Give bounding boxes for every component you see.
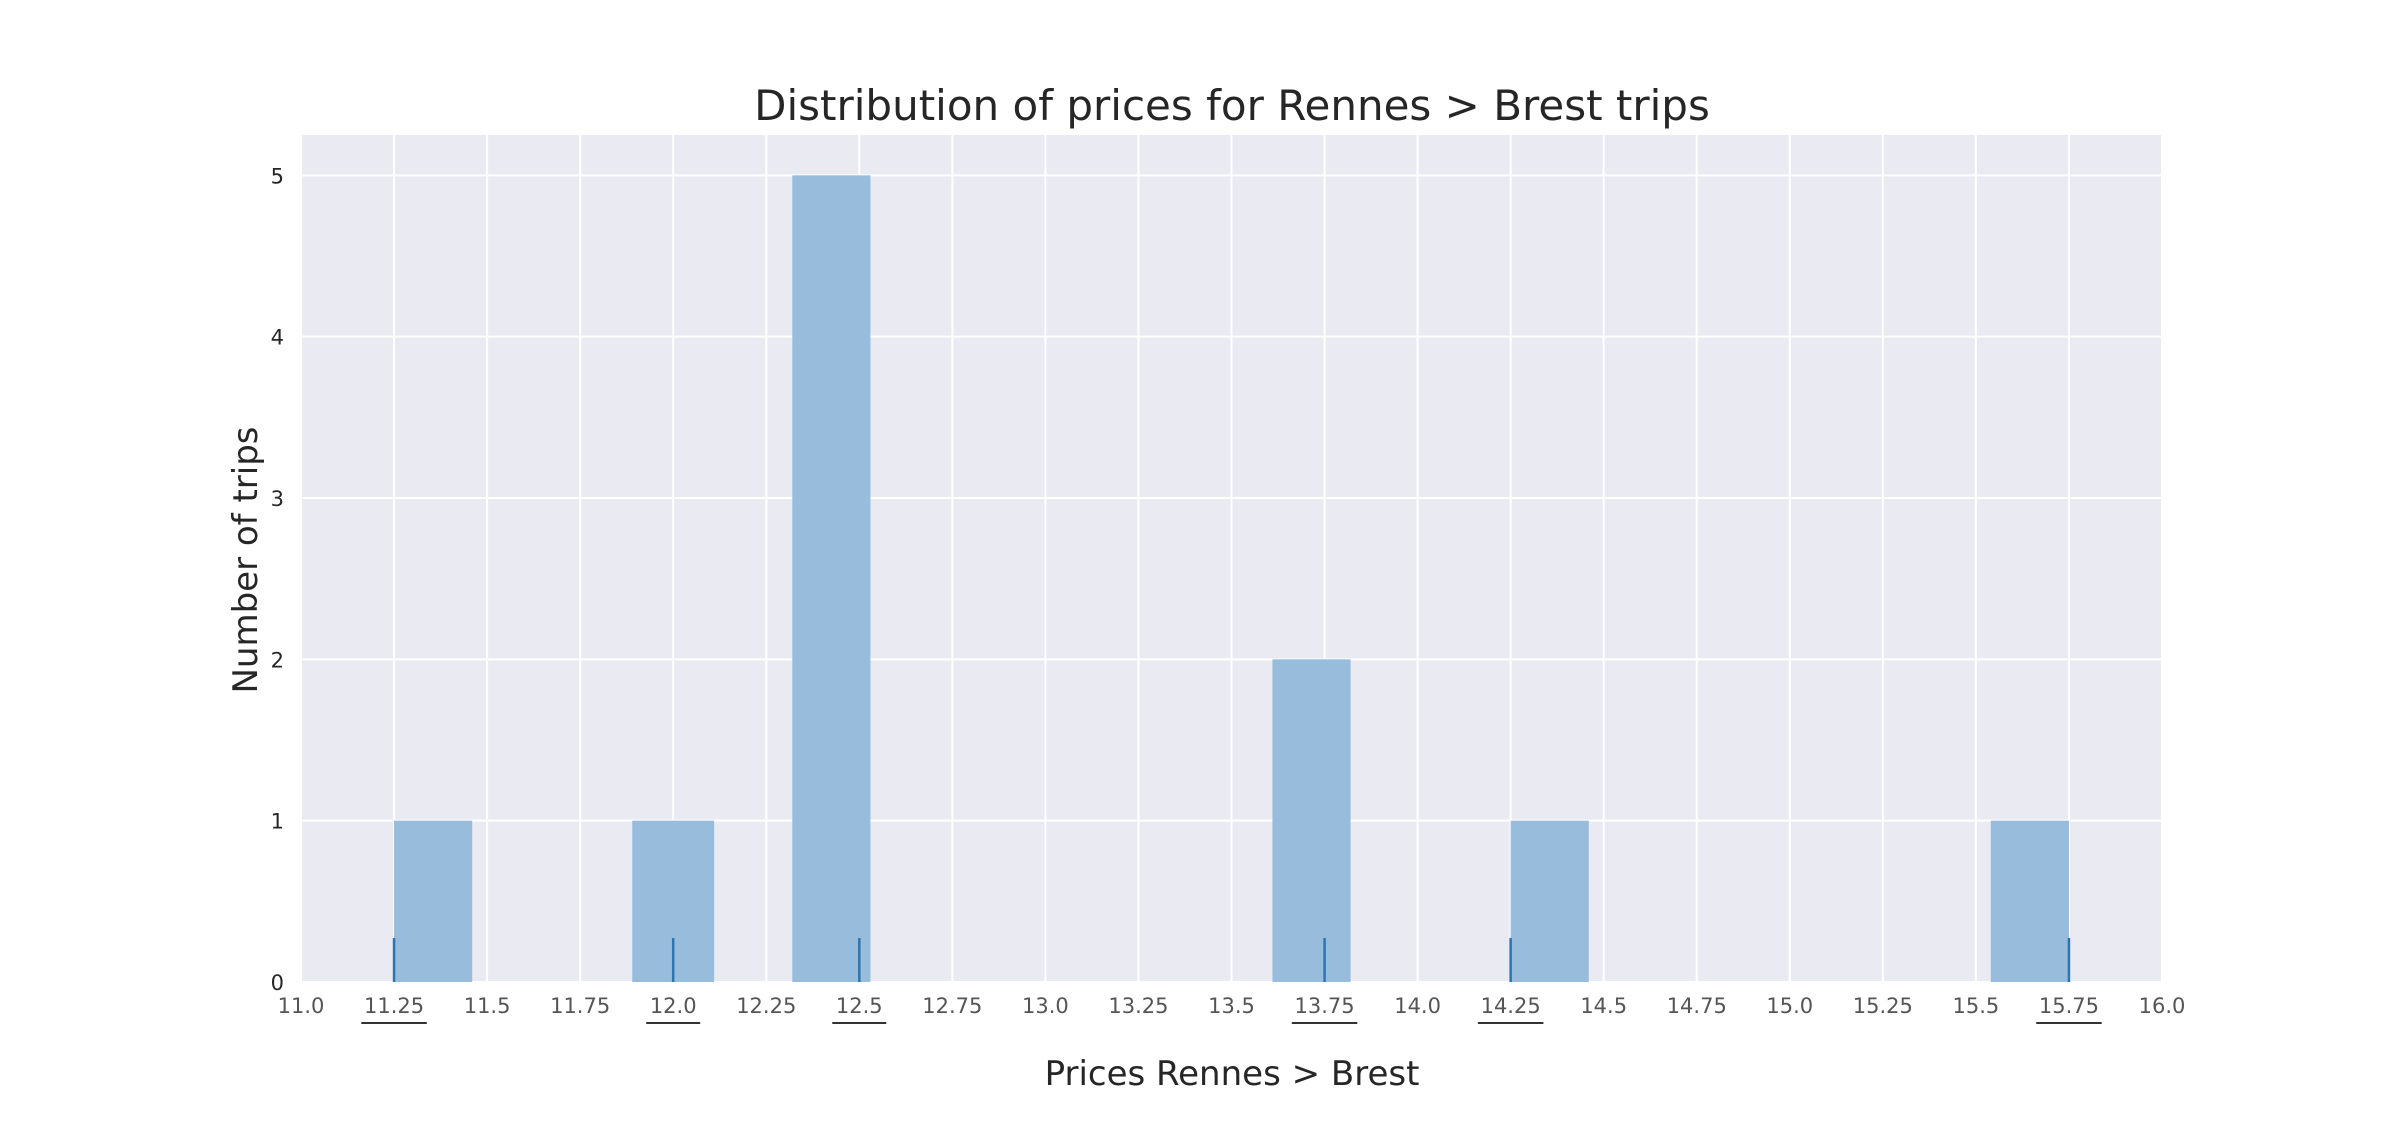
y-tick-label: 4 [271, 326, 284, 350]
histogram-bar [792, 175, 871, 983]
y-tick-label: 5 [271, 164, 284, 188]
y-tick-label: 0 [271, 971, 284, 995]
x-tick-label: 15.5 [1953, 994, 2000, 1018]
x-tick-label: 14.75 [1667, 994, 1727, 1018]
x-tick-label: 15.25 [1853, 994, 1913, 1018]
grid-lines [300, 135, 2163, 983]
x-tick-label: 12.5 [836, 994, 883, 1018]
x-tick-label: 11.75 [550, 994, 610, 1018]
chart-title: Distribution of prices for Rennes > Bres… [754, 81, 1710, 130]
x-tick-label: 14.25 [1481, 994, 1541, 1018]
histogram-bar [1990, 820, 2069, 982]
histogram-bar [1510, 820, 1589, 982]
x-tick-label: 15.0 [1766, 994, 1813, 1018]
x-axis-ticks: 11.0 11.25 11.5 11.75 12.0 12.25 12.5 12.75 13.0… [278, 994, 2186, 1024]
x-tick-label: 11.25 [364, 994, 424, 1018]
histogram-bars [394, 175, 2069, 983]
y-axis-ticks: 0 1 2 3 4 5 [271, 164, 284, 995]
x-tick-label: 11.0 [278, 994, 325, 1018]
x-tick-label: 12.75 [922, 994, 982, 1018]
x-tick-label: 11.5 [464, 994, 511, 1018]
rug-marks [392, 938, 2071, 982]
x-tick-label: 13.5 [1208, 994, 1255, 1018]
y-tick-label: 3 [271, 487, 284, 511]
x-tick-label: 16.0 [2139, 994, 2186, 1018]
x-tick-label: 12.0 [650, 994, 697, 1018]
x-tick-label: 13.0 [1022, 994, 1069, 1018]
x-axis-label: Prices Rennes > Brest [1045, 1054, 1420, 1094]
x-tick-label: 13.25 [1108, 994, 1168, 1018]
histogram-bar [1272, 659, 1351, 982]
histogram-bar [394, 820, 473, 982]
y-tick-label: 2 [271, 648, 284, 672]
y-axis-label: Number of trips [226, 426, 266, 693]
x-tick-label: 13.75 [1294, 994, 1354, 1018]
x-tick-label: 12.25 [736, 994, 796, 1018]
y-tick-label: 1 [271, 810, 284, 834]
x-tick-label: 14.5 [1580, 994, 1627, 1018]
x-tick-label: 14.0 [1394, 994, 1441, 1018]
x-tick-label: 15.75 [2039, 994, 2099, 1018]
